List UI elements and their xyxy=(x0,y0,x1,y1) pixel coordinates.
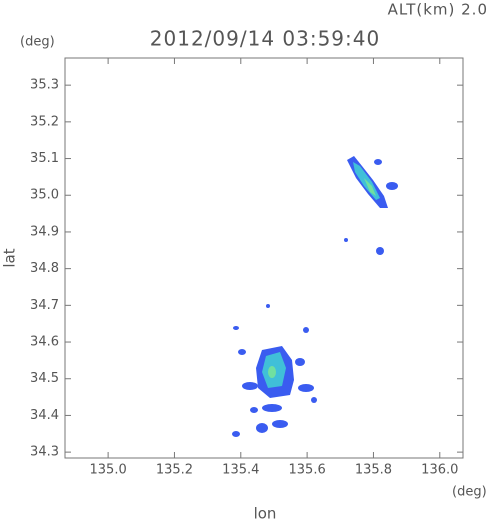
y-tick-label: 35.2 xyxy=(30,114,59,129)
echo xyxy=(266,304,270,308)
y-tick-label: 35.3 xyxy=(30,78,59,93)
chart-title: 2012/09/14 03:59:40 xyxy=(150,27,380,51)
echo xyxy=(374,159,382,165)
echo xyxy=(233,326,239,330)
y-tick-label: 34.8 xyxy=(30,261,59,276)
y-tick-label: 35.0 xyxy=(30,188,59,203)
echo xyxy=(298,384,314,392)
y-tick-label: 35.1 xyxy=(30,151,59,166)
x-unit: (deg) xyxy=(452,485,487,500)
y-tick-label: 34.5 xyxy=(30,371,59,386)
y-tick-label: 34.7 xyxy=(30,298,59,313)
echo xyxy=(232,431,240,437)
echo xyxy=(311,397,317,403)
echo xyxy=(262,404,282,412)
echo xyxy=(386,182,398,190)
plot-frame xyxy=(64,57,464,459)
x-tick-label: 135.4 xyxy=(222,463,259,478)
echo xyxy=(295,358,305,366)
radar-echoes xyxy=(232,156,398,437)
echo xyxy=(242,382,258,390)
echo xyxy=(238,349,246,355)
echo xyxy=(364,178,376,196)
y-axis-label: lat xyxy=(1,248,19,267)
y-tick-label: 34.6 xyxy=(30,335,59,350)
echo xyxy=(256,423,268,433)
echo xyxy=(376,247,384,255)
echo xyxy=(344,238,348,242)
echo xyxy=(272,420,288,428)
echo xyxy=(268,366,276,378)
y-tick-label: 34.3 xyxy=(30,445,59,460)
x-tick-label: 135.2 xyxy=(156,463,193,478)
x-tick-label: 135.6 xyxy=(289,463,326,478)
y-unit: (deg) xyxy=(20,35,55,50)
x-tick-label: 135.0 xyxy=(90,463,127,478)
x-axis-label: lon xyxy=(254,505,277,521)
y-tick-label: 34.4 xyxy=(30,408,59,423)
echo xyxy=(250,407,258,413)
altitude-label: ALT(km) 2.0 xyxy=(388,1,488,19)
echo xyxy=(303,327,309,333)
y-tick-label: 34.9 xyxy=(30,224,59,239)
x-tick-label: 136.0 xyxy=(421,463,458,478)
x-tick-label: 135.8 xyxy=(355,463,392,478)
